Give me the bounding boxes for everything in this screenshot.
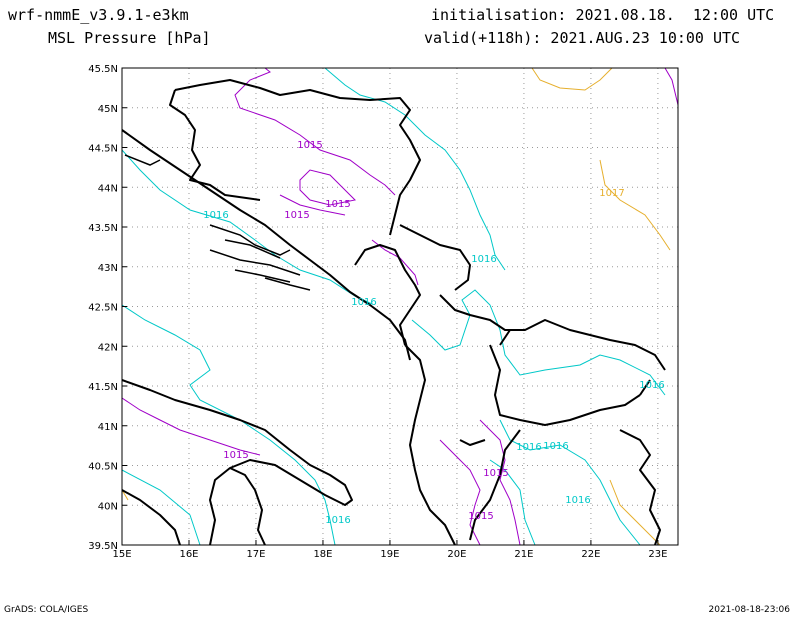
isobar-1016-sw — [121, 304, 336, 546]
lat-tick-label: 44N — [98, 183, 118, 194]
valid-time: valid(+118h): 2021.AUG.23 10:00 UTC — [424, 29, 741, 47]
contour-label-1016: 1016 — [543, 441, 568, 452]
contour-labels: 1015101510151016101610161016101610171015… — [203, 140, 664, 526]
lon-tick-label: 15E — [112, 549, 131, 560]
isobar-1016-coastS — [121, 469, 201, 546]
isobar-1015-south — [439, 439, 481, 546]
model-title: wrf-nmmE_v3.9.1-e3km — [8, 6, 189, 24]
lat-tick-label: 43.5N — [88, 223, 118, 234]
calabria — [121, 489, 181, 546]
init-time: initialisation: 2021.08.18. 12:00 UTC — [431, 6, 775, 24]
lat-tick-label: 41.5N — [88, 382, 118, 393]
greek-coast — [459, 429, 521, 541]
lat-tick-label: 41N — [98, 422, 118, 433]
field-title: MSL Pressure [hPa] — [48, 29, 211, 47]
contour-label-1016: 1016 — [639, 380, 664, 391]
isobar-1016-se — [499, 419, 641, 546]
macedonia-south-border — [489, 344, 641, 426]
isobar-1016-north — [324, 67, 506, 271]
contour-label-1015: 1015 — [284, 210, 309, 221]
contour-label-1015: 1015 — [223, 450, 248, 461]
adriatic-east-coast — [121, 129, 411, 361]
contour-label-1015: 1015 — [483, 468, 508, 479]
isobar-1017-lines — [121, 67, 671, 546]
islands — [124, 154, 311, 291]
isobar-1016-west — [121, 149, 373, 305]
isobar-1017-ne — [531, 67, 613, 91]
lon-tick-label: 21E — [514, 549, 533, 560]
lat-tick-label: 42N — [98, 342, 118, 353]
contour-label-1017: 1017 — [599, 188, 624, 199]
timestamp-text: 2021-08-18-23:06 — [708, 605, 791, 615]
isobar-1016-east — [411, 289, 666, 396]
lon-tick-label: 23E — [648, 549, 667, 560]
isobar-1016-inland — [489, 459, 536, 546]
contour-label-1016: 1016 — [325, 515, 350, 526]
coastlines — [121, 79, 666, 546]
albania-east-border — [404, 344, 456, 546]
contour-label-1016: 1016 — [351, 297, 376, 308]
isobar-1015-se — [479, 419, 521, 546]
serbia-border — [399, 224, 471, 291]
lat-tick-label: 44.5N — [88, 144, 118, 155]
macedonia-border — [439, 294, 666, 371]
lon-tick-label: 16E — [179, 549, 198, 560]
italy-instep — [229, 467, 266, 546]
contour-label-1015: 1015 — [297, 140, 322, 151]
montenegro-border — [354, 244, 421, 346]
lat-tick-label: 43N — [98, 263, 118, 274]
isobar-1015-north — [234, 67, 396, 196]
longitude-ticks: 15E 16E 17E 18E 19E 20E 21E 22E 23E — [112, 540, 667, 560]
lon-tick-label: 20E — [447, 549, 466, 560]
contour-label-1016: 1016 — [203, 210, 228, 221]
contour-label-1016: 1016 — [516, 442, 541, 453]
isobar-1015-loop — [299, 169, 357, 206]
island-6 — [264, 277, 311, 291]
latitude-ticks: 45.5N 45N 44.5N 44N 43.5N 43N 42.5N 42N 41.5N 41N… — [88, 64, 127, 552]
lon-tick-label: 17E — [246, 549, 265, 560]
lat-tick-label: 45.5N — [88, 64, 118, 75]
island-4 — [209, 249, 301, 276]
lon-tick-label: 18E — [313, 549, 332, 560]
isobar-1015-ne — [664, 67, 679, 106]
island-5 — [234, 269, 291, 283]
contour-label-1016: 1016 — [471, 254, 496, 265]
lat-tick-label: 45N — [98, 104, 118, 115]
croatia-bosnia-border — [174, 79, 421, 236]
credit-text: GrADS: COLA/IGES — [4, 605, 89, 615]
isobar-1016-lines — [121, 67, 666, 546]
greek-peninsula — [619, 429, 661, 546]
isobar-1017-se — [609, 479, 661, 546]
contour-label-1015: 1015 — [325, 199, 350, 210]
lat-tick-label: 39.5N — [88, 541, 118, 552]
contour-label-1015: 1015 — [468, 511, 493, 522]
lat-tick-label: 40.5N — [88, 462, 118, 473]
lat-tick-label: 40N — [98, 501, 118, 512]
isobar-1015-lines — [121, 67, 679, 546]
contour-label-1016: 1016 — [565, 495, 590, 506]
isobar-1015-sw — [121, 397, 261, 456]
lon-tick-label: 19E — [380, 549, 399, 560]
lon-tick-label: 22E — [581, 549, 600, 560]
italy-heel — [121, 379, 353, 546]
island-1 — [124, 154, 161, 166]
lat-tick-label: 42.5N — [88, 303, 118, 314]
greece-north — [499, 329, 651, 396]
balkan-inland-border — [169, 89, 261, 201]
isobar-1015-inner — [279, 194, 346, 216]
island-2 — [209, 224, 291, 256]
isobar-1017-east — [599, 159, 671, 251]
island-3 — [224, 239, 281, 259]
